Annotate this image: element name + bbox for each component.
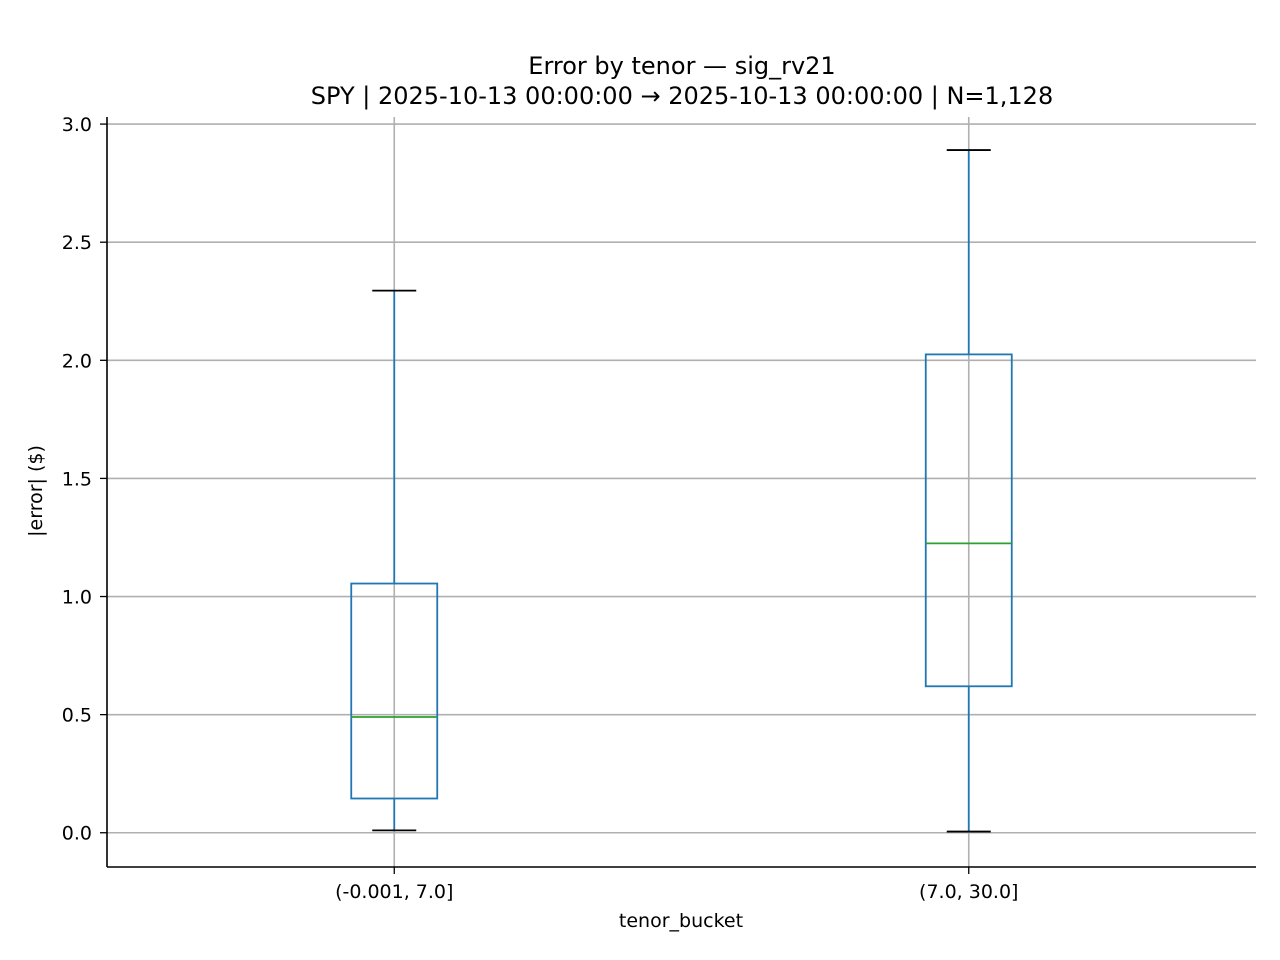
chart-title: Error by tenor — sig_rv21 [528,52,835,80]
chart-subtitle: SPY | 2025-10-13 00:00:00 → 2025-10-13 0… [311,82,1053,110]
y-tick-label: 1.0 [62,587,92,609]
y-tick-label: 2.0 [62,350,92,372]
x-tick-label: (-0.001, 7.0] [335,881,453,903]
box-group [350,289,439,832]
iqr-box [924,353,1013,688]
box-marks [350,149,1013,833]
y-axis-label: |error| ($) [25,445,47,537]
x-tick-label: (7.0, 30.0] [919,881,1018,903]
iqr-box [350,582,439,800]
y-tick-label: 2.5 [62,232,92,254]
y-tick-label: 3.0 [62,114,92,136]
y-tick-label: 1.5 [62,468,92,490]
y-tick-label: 0.5 [62,705,92,727]
grid-lines [107,117,1256,867]
tick-labels: 0.0 0.5 1.0 1.5 2.0 2.5 3.0 (-0.001, 7.0] (7.0, … [62,114,1019,903]
axes [100,117,1256,874]
y-tick-label: 0.0 [62,823,92,845]
x-axis-label: tenor_bucket [619,910,743,932]
box-group [924,149,1013,833]
